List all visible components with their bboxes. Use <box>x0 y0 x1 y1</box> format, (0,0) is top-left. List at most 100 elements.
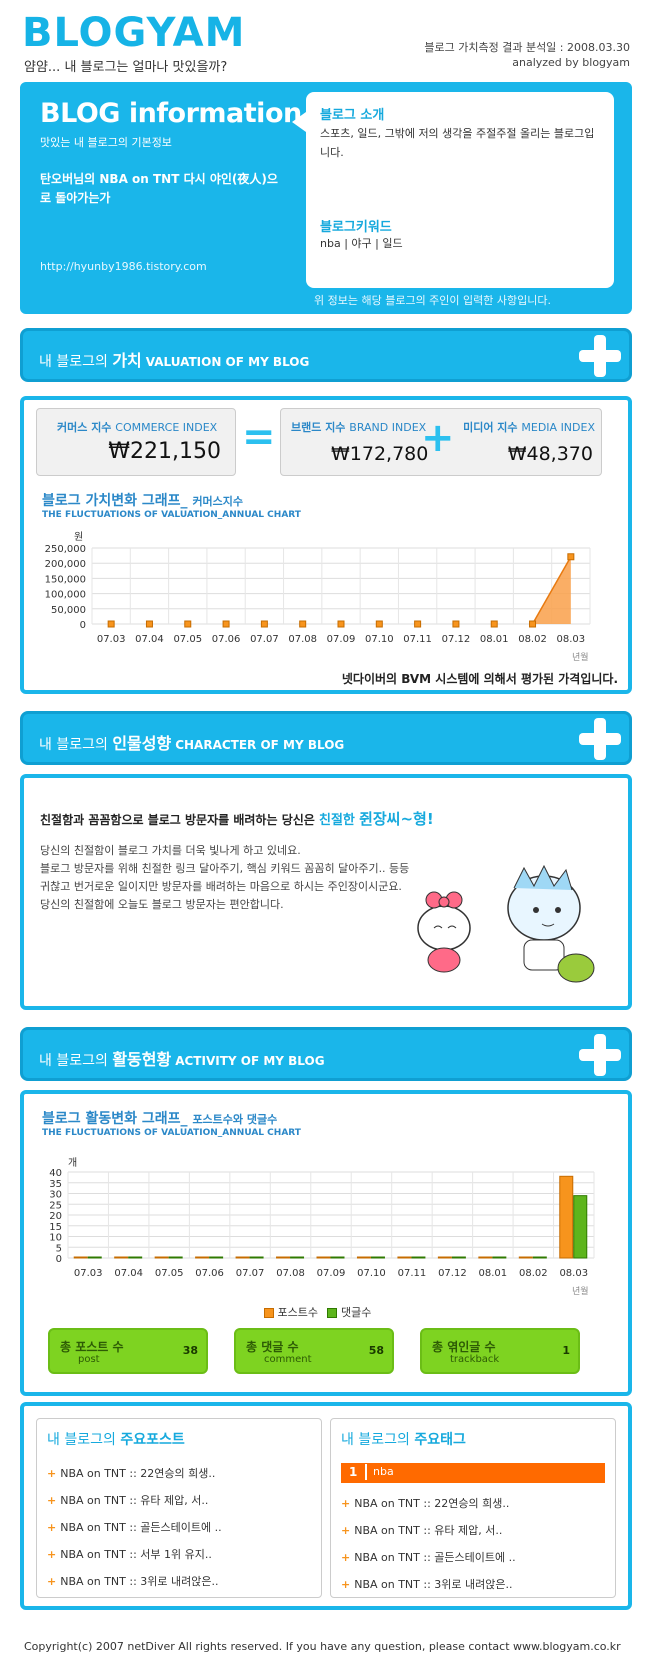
stat-trackbacks: 총 엮인글 수 trackback 1 <box>420 1328 580 1374</box>
activity-section-header[interactable]: 내 블로그의 활동현황 ACTIVITY OF MY BLOG <box>20 1027 632 1081</box>
bar-posts <box>195 1256 210 1259</box>
y-tick-label: 20 <box>49 1211 62 1222</box>
commerce-index-value: ₩221,150 <box>108 439 221 464</box>
tag-name: nba <box>365 1464 601 1480</box>
media-index-value: ₩48,370 <box>507 443 593 465</box>
plus-icon[interactable] <box>579 1034 621 1076</box>
y-tick-label: 40 <box>49 1168 62 1179</box>
analysis-date: 블로그 가치측정 결과 분석일 : 2008.03.30 <box>424 41 630 54</box>
data-point <box>107 620 115 628</box>
brand-index-value: ₩172,780 <box>331 443 429 465</box>
activity-chart-title: 블로그 활동변화 그래프_ 포스트수와 댓글수 <box>42 1111 278 1127</box>
post-link[interactable]: NBA on TNT :: 골든스테이트에 .. <box>47 1519 221 1535</box>
x-tick-label: 07.10 <box>357 1268 386 1279</box>
x-tick-label: 07.06 <box>212 634 241 645</box>
media-index-label: 미디어 지수 MEDIA INDEX <box>463 421 595 434</box>
valuation-section-header[interactable]: 내 블로그의 가치 VALUATION OF MY BLOG <box>20 328 632 382</box>
info-title: BLOG information <box>40 98 302 129</box>
legend-swatch-posts <box>264 1308 274 1318</box>
girl-character-illustration <box>417 891 471 973</box>
bar-posts <box>478 1256 493 1259</box>
main-posts-panel: 내 블로그의 주요포스트 NBA on TNT :: 22연승의 희생.. NB… <box>36 1418 322 1598</box>
x-tick-label: 07.08 <box>276 1268 305 1279</box>
info-note: 위 정보는 해당 블로그의 주인이 입력한 사항입니다. <box>314 294 551 307</box>
valuation-chart-title: 블로그 가치변화 그래프_ 커머스지수 <box>42 493 244 509</box>
stat-posts: 총 포스트 수 post 38 <box>48 1328 208 1374</box>
y-tick-label: 5 <box>56 1243 62 1254</box>
y-tick-label: 30 <box>49 1190 62 1201</box>
x-tick-label: 07.10 <box>365 634 394 645</box>
plus-icon[interactable] <box>579 718 621 760</box>
section-title: 내 블로그의 가치 VALUATION OF MY BLOG <box>39 351 310 370</box>
bar-comments <box>249 1256 264 1259</box>
activity-chart-subtitle: THE FLUCTUATIONS OF VALUATION_ANNUAL CHA… <box>42 1128 301 1138</box>
x-tick-label: 07.08 <box>288 634 317 645</box>
y-tick-label: 10 <box>49 1233 62 1244</box>
bar-comments <box>532 1256 547 1259</box>
tag-post-link[interactable]: NBA on TNT :: 골든스테이트에 .. <box>341 1549 515 1565</box>
activity-unit: 개 <box>68 1158 78 1169</box>
bar-posts <box>276 1256 291 1259</box>
bar-comments <box>87 1256 102 1259</box>
valuation-unit: 원 <box>74 532 84 543</box>
intro-label: 블로그 소개 <box>320 108 385 123</box>
valuation-note: 넷다이버의 BVM 시스템에 의해서 평가된 가격입니다. <box>341 672 618 686</box>
bar-comments <box>370 1256 385 1259</box>
character-section-header[interactable]: 내 블로그의 인물성향 CHARACTER OF MY BLOG <box>20 711 632 765</box>
y-tick-label: 200,000 <box>45 559 86 570</box>
stat-value: 1 <box>562 1344 570 1357</box>
keyword-label: 블로그키워드 <box>320 220 392 235</box>
bar-comments <box>290 1256 305 1259</box>
x-tick-label: 07.04 <box>114 1268 143 1279</box>
blogyam-logo[interactable]: BLOGYAM <box>22 10 246 56</box>
blog-name: 탄오버님의 NBA on TNT 다시 야인(夜人)으로 돌아가는가 <box>40 172 278 205</box>
data-point <box>299 620 307 628</box>
valuation-chart-subtitle: THE FLUCTUATIONS OF VALUATION_ANNUAL CHA… <box>42 510 301 520</box>
data-point <box>375 620 383 628</box>
x-tick-label: 07.12 <box>438 1268 467 1279</box>
data-point <box>529 620 537 628</box>
footer-copyright: Copyright(c) 2007 netDiver All rights re… <box>24 1640 621 1653</box>
bar-comments <box>573 1195 588 1259</box>
x-tick-label: 07.07 <box>236 1268 265 1279</box>
commerce-index-box: 커머스 지수 COMMERCE INDEX ₩221,150 <box>36 408 236 476</box>
stat-label: 총 댓글 수 <box>246 1340 299 1354</box>
y-tick-label: 15 <box>49 1222 62 1233</box>
x-tick-label: 07.09 <box>317 1268 346 1279</box>
x-tick-label: 08.03 <box>557 634 586 645</box>
data-point <box>145 620 153 628</box>
tag-post-link[interactable]: NBA on TNT :: 3위로 내려앉은.. <box>341 1576 512 1592</box>
post-link[interactable]: NBA on TNT :: 22연승의 희생.. <box>47 1465 215 1481</box>
bar-posts <box>154 1256 169 1259</box>
bar-comments <box>451 1256 466 1259</box>
info-box: 블로그 소개 스포츠, 일드, 그밖에 저의 생각을 주절주절 올리는 블로그입… <box>306 92 614 288</box>
bar-posts <box>518 1256 533 1259</box>
blog-info-panel: BLOG information 맛있는 내 블로그의 기본정보 탄오버님의 N… <box>20 82 632 314</box>
tag-post-link[interactable]: NBA on TNT :: 유타 제압, 서.. <box>341 1522 502 1538</box>
x-tick-label: 08.02 <box>519 1268 548 1279</box>
bar-comments <box>411 1256 426 1259</box>
bar-posts <box>235 1256 250 1259</box>
slogan: 얌얌... 내 블로그는 얼마나 맛있을까? <box>24 60 228 75</box>
top-tag[interactable]: 1 nba <box>341 1463 605 1483</box>
data-point <box>222 620 230 628</box>
tag-post-link[interactable]: NBA on TNT :: 22연승의 희생.. <box>341 1495 509 1511</box>
plus-icon[interactable] <box>579 335 621 377</box>
character-headline: 친절함과 꼼꼼함으로 블로그 방문자를 배려하는 당신은 친절한 쥔장씨~형! <box>40 810 434 828</box>
post-link[interactable]: NBA on TNT :: 서부 1위 유지.. <box>47 1546 212 1562</box>
blog-url-link[interactable]: http://hyunby1986.tistory.com <box>40 260 207 273</box>
x-tick-label: 07.11 <box>398 1268 427 1279</box>
y-tick-label: 0 <box>56 1254 62 1265</box>
bar-posts <box>559 1175 574 1259</box>
keywords: nba | 야구 | 일드 <box>320 237 403 250</box>
stat-label: 총 포스트 수 <box>60 1340 124 1354</box>
post-link[interactable]: NBA on TNT :: 3위로 내려앉은.. <box>47 1573 218 1589</box>
x-tick-label: 07.03 <box>97 634 126 645</box>
x-tick-label: 08.01 <box>480 634 509 645</box>
x-tick-label: 07.05 <box>173 634 202 645</box>
post-link[interactable]: NBA on TNT :: 유타 제압, 서.. <box>47 1492 208 1508</box>
data-point <box>452 620 460 628</box>
stat-en-label: post <box>78 1354 100 1365</box>
x-tick-label: 07.04 <box>135 634 164 645</box>
